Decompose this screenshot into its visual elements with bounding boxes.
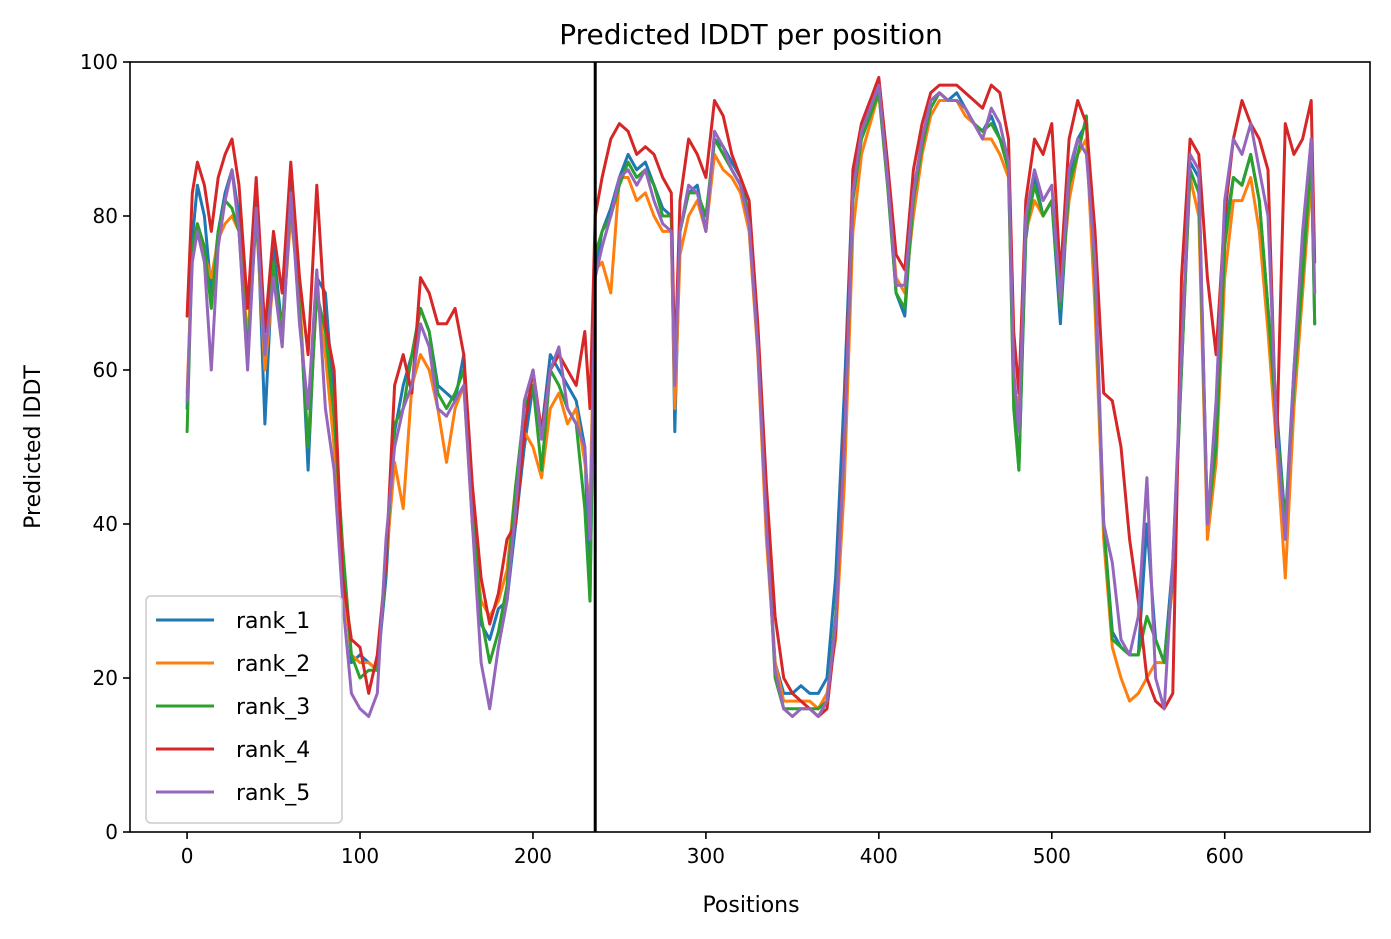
y-tick-label: 0 (105, 820, 118, 844)
x-tick-label: 100 (341, 844, 379, 868)
series-line-rank-2 (185, 91, 1317, 711)
x-tick-label: 200 (514, 844, 552, 868)
y-tick-label: 20 (93, 666, 118, 690)
chart-title: Predicted lDDT per position (559, 18, 943, 51)
legend-entry: rank_3 (236, 695, 310, 720)
x-tick-label: 400 (860, 844, 898, 868)
y-tick-label: 80 (93, 204, 118, 228)
legend-entry: rank_2 (236, 652, 310, 677)
y-tick-label: 40 (93, 512, 118, 536)
x-tick-label: 500 (1033, 844, 1071, 868)
x-tick-label: 600 (1206, 844, 1244, 868)
series-group (185, 75, 1317, 718)
x-tick-label: 300 (687, 844, 725, 868)
x-tick-label: 0 (181, 844, 194, 868)
series-line-rank-4 (185, 75, 1317, 718)
y-tick-label: 60 (93, 358, 118, 382)
legend-entry: rank_4 (236, 738, 310, 763)
legend-entry: rank_5 (236, 781, 310, 806)
legend-entry: rank_1 (236, 609, 310, 634)
x-axis-label: Positions (702, 893, 799, 918)
series-line-rank-5 (185, 83, 1317, 718)
plot-frame (129, 61, 1371, 833)
y-tick-label: 100 (80, 50, 118, 74)
y-axis-label: Predicted lDDT (21, 365, 46, 529)
legend-box (145, 595, 343, 824)
legend: rank_1 rank_2 rank_3 rank_4 rank_5 (145, 595, 343, 824)
